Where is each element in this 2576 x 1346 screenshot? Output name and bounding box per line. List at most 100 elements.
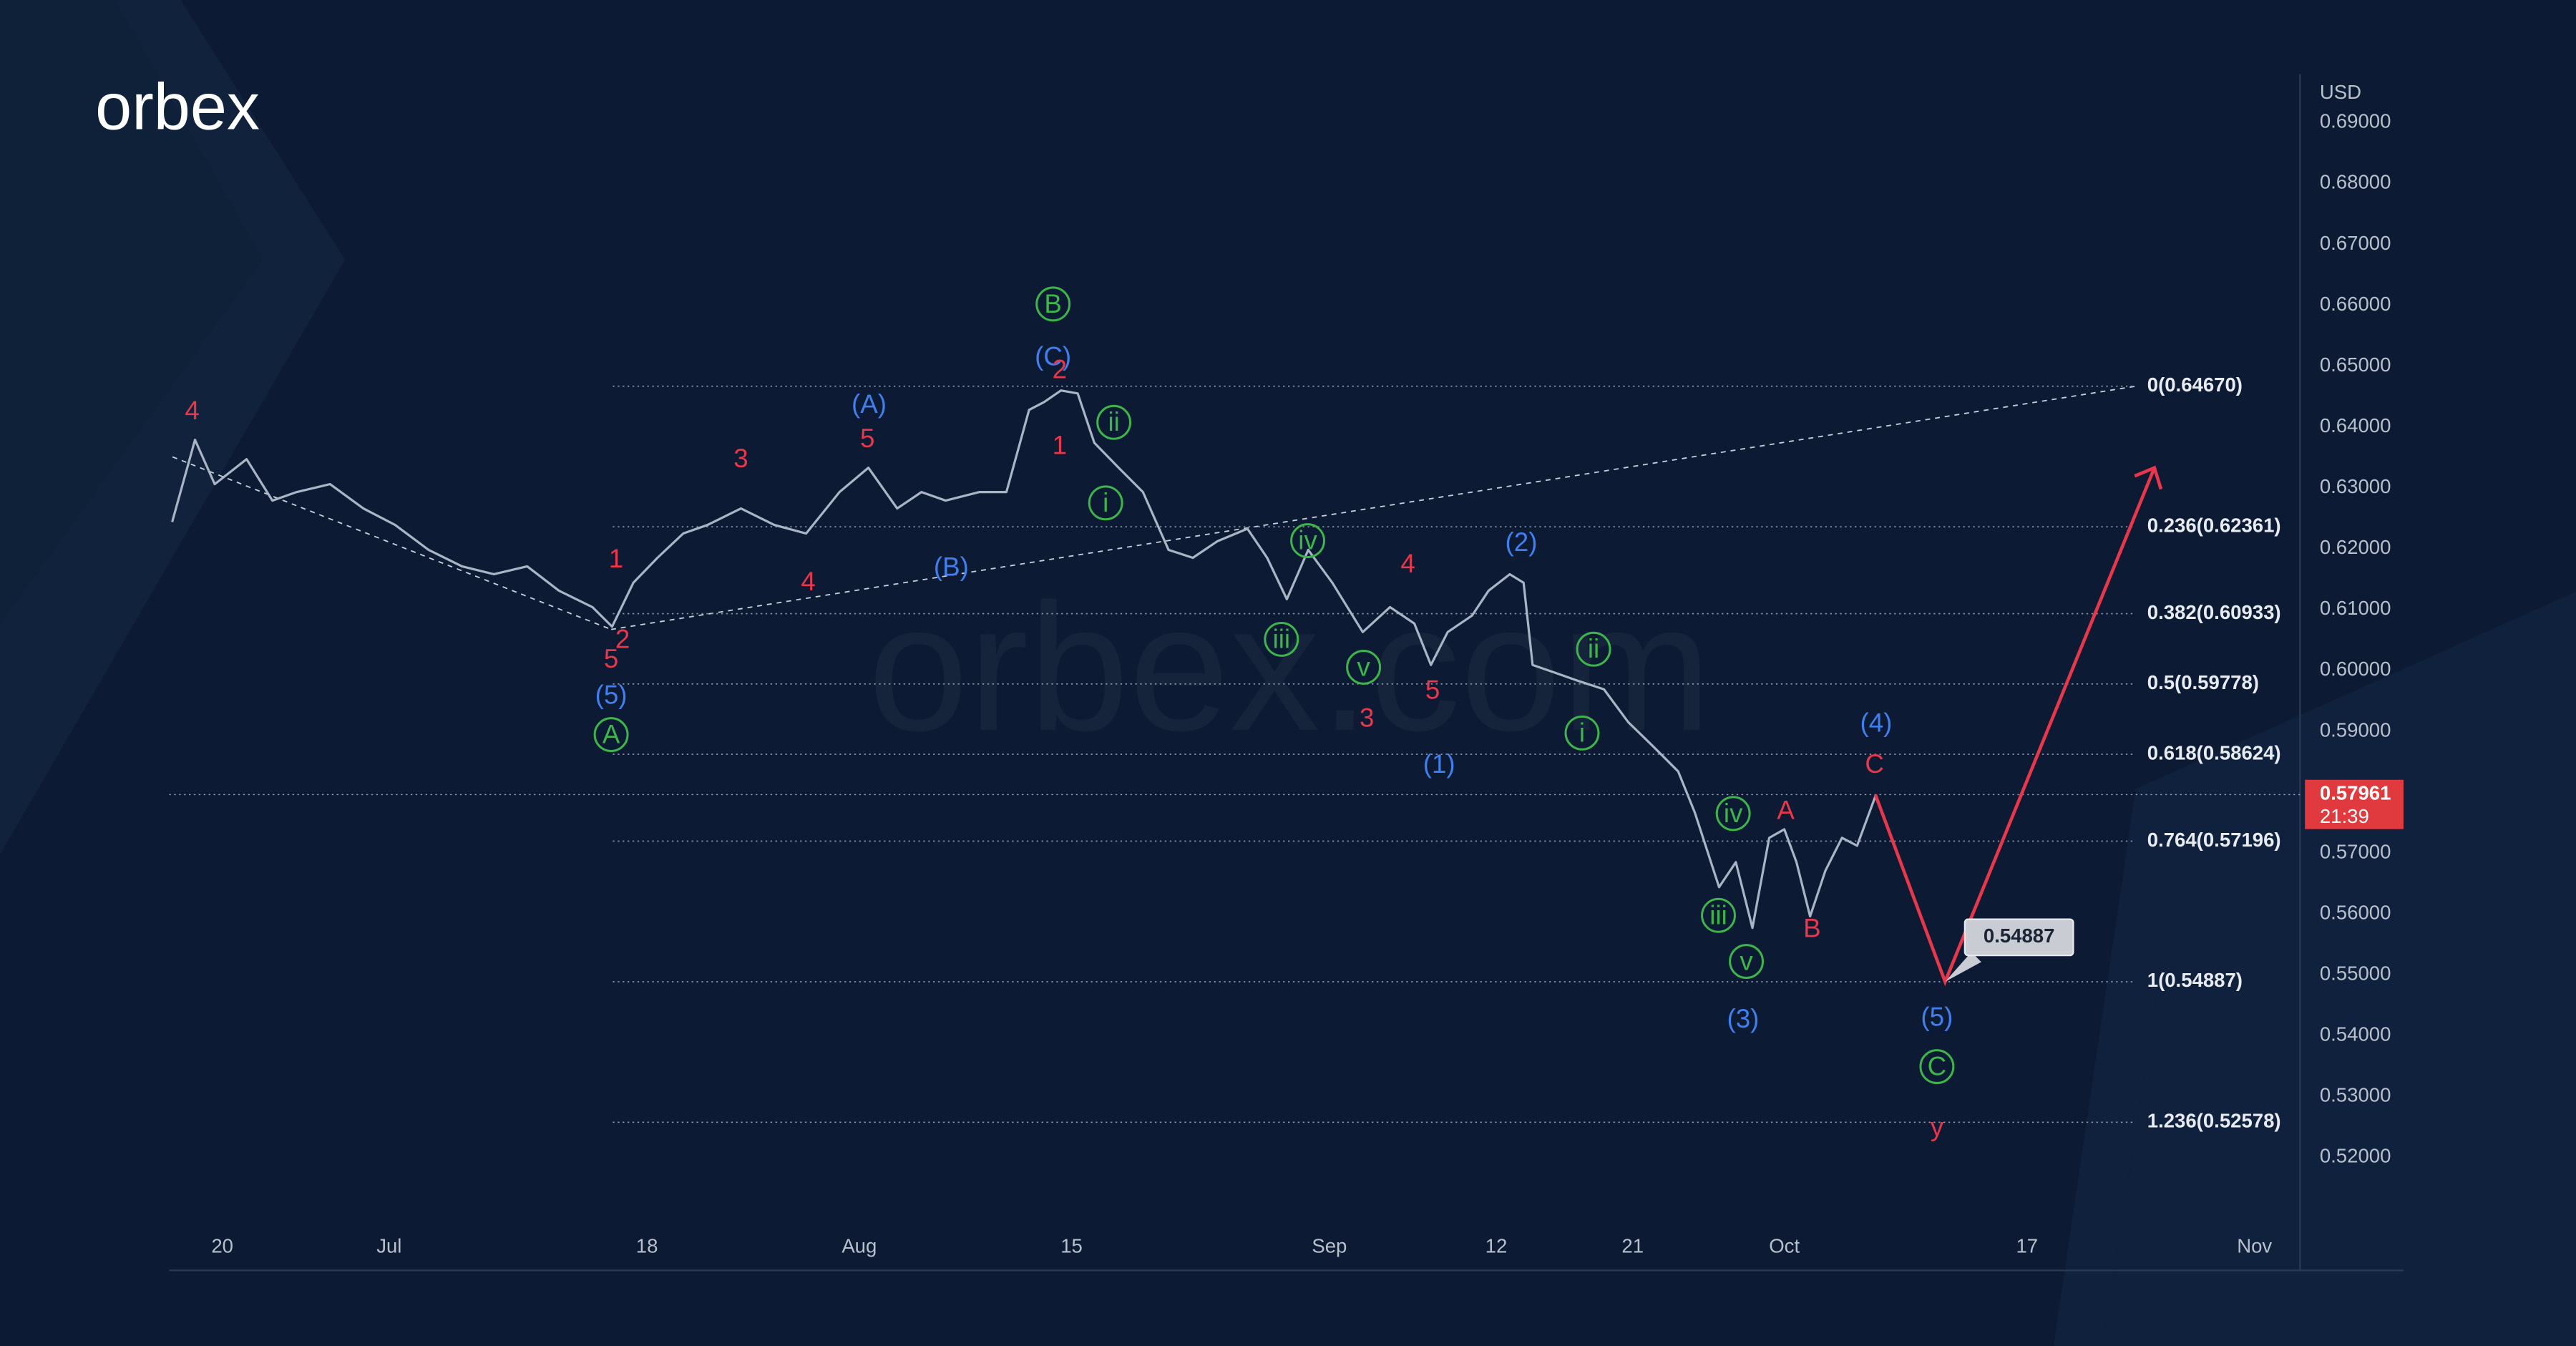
x-tick-label: Nov [2237,1234,2272,1257]
wave-label: (A) [852,389,887,419]
y-tick-label: 0.65000 [2320,353,2391,376]
wave-label: (2) [1506,527,1538,557]
wave-label: iv [1298,526,1317,555]
wave-label: (C) [1035,341,1071,371]
y-tick-label: 0.54000 [2320,1023,2391,1045]
x-tick-label: 21 [1621,1234,1644,1257]
wave-label: 1 [609,544,623,573]
fib-label: 0.618(0.58624) [2147,741,2281,764]
y-tick-label: 0.63000 [2320,475,2391,497]
y-tick-label: 0.59000 [2320,718,2391,741]
wave-label: (1) [1423,749,1455,779]
wave-label: B [1044,289,1062,318]
y-tick-label: 0.57000 [2320,840,2391,862]
y-tick-label: 0.64000 [2320,414,2391,437]
wave-label: 3 [733,444,748,473]
fib-label: 0.382(0.60933) [2147,601,2281,623]
wave-circle [1576,631,1611,667]
wave-label: i [1103,488,1108,517]
x-tick-label: Oct [1769,1234,1800,1257]
wave-label: iv [1724,799,1743,828]
wave-label: (5) [1921,1003,1953,1032]
countdown: 21:39 [2320,805,2369,827]
y-tick-label: 0.66000 [2320,293,2391,315]
wave-circle [1729,944,1765,980]
trendline [610,385,2136,630]
x-tick-label: Sep [1312,1234,1347,1257]
wave-label: 5 [604,644,618,673]
wave-circle [1564,715,1600,751]
x-tick-label: Aug [841,1234,877,1257]
price-line [171,389,1877,930]
wave-circle [1088,485,1123,521]
y-tick-label: 0.53000 [2320,1084,2391,1106]
decor [0,0,263,625]
y-tick-label: 0.69000 [2320,110,2391,132]
wave-label: 5 [860,424,874,453]
target-pointer [1945,952,1981,982]
arrow-head [2134,465,2163,490]
wave-circle [1346,650,1382,685]
wave-circle [1715,796,1751,832]
logo: orbex [95,70,260,143]
x-tick-label: 15 [1060,1234,1083,1257]
wave-label: (3) [1727,1004,1760,1033]
wave-label: ii [1588,634,1599,663]
wave-label: A [1777,795,1795,824]
last-price-label: 0.57961 [2320,782,2391,804]
y-tick-label: 0.55000 [2320,962,2391,985]
wave-label: C [1865,749,1884,779]
y-tick-label: 0.56000 [2320,902,2391,924]
wave-label: v [1357,652,1370,681]
x-tick-label: Jul [376,1234,401,1257]
wave-label: v [1740,947,1753,976]
fib-label: 1(0.54887) [2147,969,2243,991]
wave-label: (5) [595,681,628,710]
y-tick-label: 0.60000 [2320,658,2391,680]
wave-label: i [1579,718,1585,747]
wave-label: iii [1273,624,1290,653]
wave-circle [1919,1049,1955,1085]
wave-label: 1 [1053,430,1067,459]
watermark: orbex.com [868,566,1712,769]
wave-label: y [1931,1113,1944,1142]
x-tick-label: 18 [636,1234,658,1257]
wave-label: 4 [185,396,199,425]
wave-circle [1264,621,1299,657]
x-tick-label: 20 [211,1234,233,1257]
wave-label: 3 [1360,703,1374,733]
wave-label: ii [1108,407,1119,437]
decor [2102,690,2576,1346]
y-tick-label: 0.62000 [2320,536,2391,558]
y-tick-label: 0.68000 [2320,171,2391,193]
wave-circle [1701,897,1736,933]
x-tick-label: 12 [1485,1234,1508,1257]
wave-circle [1096,404,1132,440]
y-tick-label: 0.67000 [2320,232,2391,254]
wave-label: 4 [801,567,815,596]
fib-label: 0.5(0.59778) [2147,671,2259,693]
wave-label: 5 [1425,676,1440,705]
fib-label: 0.764(0.57196) [2147,829,2281,851]
wave-label: A [602,720,620,749]
wave-label: 2 [1053,355,1067,384]
fib-label: 0(0.64670) [2147,374,2243,396]
target-box [1963,918,2074,957]
wave-label: (B) [934,552,969,581]
projection [1873,467,2156,987]
wave-label: 2 [615,624,630,653]
x-tick-label: 17 [2016,1234,2038,1257]
fib-label: 1.236(0.52578) [2147,1110,2281,1132]
y-tick-label: 0.52000 [2320,1145,2391,1167]
fib-label: 0.236(0.62361) [2147,514,2281,536]
wave-circle [1290,523,1326,559]
wave-circle [1035,286,1071,322]
last-price-badge [2305,779,2404,829]
currency: USD [2320,81,2361,103]
wave-label: 4 [1400,549,1415,578]
y-tick-label: 0.61000 [2320,597,2391,619]
wave-circle [593,717,629,753]
target-label: 0.54887 [1984,925,2055,947]
